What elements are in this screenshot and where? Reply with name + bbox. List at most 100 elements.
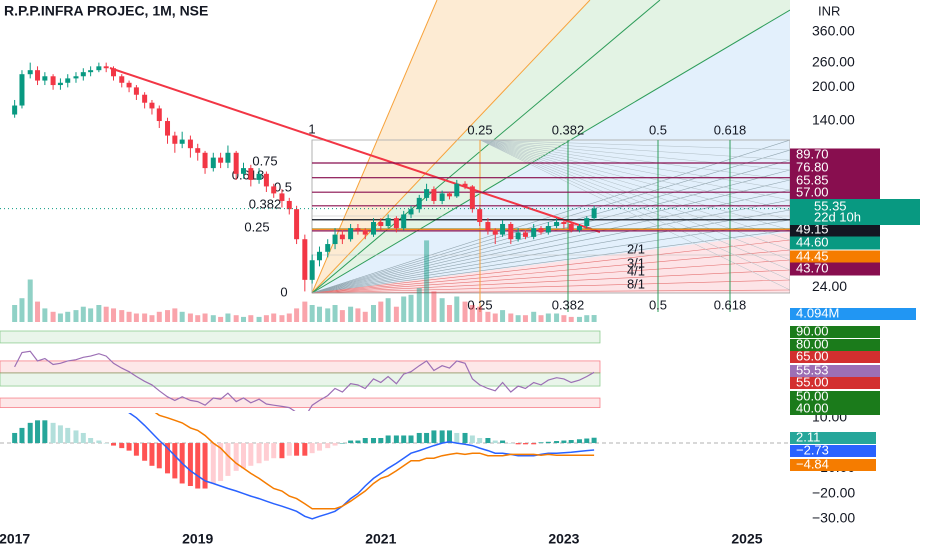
volume-bar [500,310,506,322]
volume-bar [233,315,239,322]
macd-histogram-bar [286,443,292,456]
currency: INR [818,3,840,18]
candle-body [202,152,208,169]
volume-bar [584,315,590,322]
volume-bar [279,315,285,322]
volume-bar [27,279,33,322]
candle-body [584,218,590,227]
volume-bar [378,301,384,322]
fan-line [479,139,790,181]
volume-bar [218,316,224,322]
volume-bar [302,301,308,322]
fan-line [311,209,790,294]
fan-line [479,139,790,211]
volume-bar [522,315,528,322]
x-tick-label: 2023 [548,531,579,547]
volume-bar [286,313,292,322]
fan-line [311,179,790,294]
fan-label: 2/1 [627,241,645,256]
macd-histogram-bar [248,443,254,466]
price-tag-label: 76.80 [796,159,829,174]
macd-histogram-bar [355,440,361,444]
fan-label: 0.5 [649,122,667,137]
fan-line [311,229,790,294]
candle-body [172,135,178,144]
volume-bar [591,315,597,322]
fan-label: 0.618 [714,122,747,137]
volume-bar [355,308,361,322]
macd-histogram-bar [462,432,468,444]
volume-bar [248,315,254,322]
candle-body [19,74,25,106]
macd-histogram-bar [73,430,79,444]
volume-bar [126,311,132,322]
volume-bar [50,311,56,322]
fan-line [311,0,661,294]
candle-body [35,70,41,81]
candle-body [408,209,414,215]
volume-bar [439,298,445,322]
volume-bar [96,305,102,322]
volume-bar [492,313,498,322]
volume-bar [561,315,567,322]
fan-label: 0.5 [649,297,667,312]
price-tag [790,403,880,415]
volume-bar [149,315,155,322]
volume-bar [133,313,139,322]
candle-body [431,189,437,201]
candle-body [416,197,422,210]
fan-fill [312,232,790,293]
volume-bar [416,288,422,322]
macd-histogram-bar [149,443,155,466]
rsi-band [0,397,601,409]
rsi-band [0,360,601,374]
volume-bar [508,313,514,322]
fan-label: 0.618 [232,167,265,182]
volume-bar [19,298,25,322]
volume-bar [80,306,86,322]
fan-line [479,139,790,231]
volume-bar [424,240,430,322]
candle-body [57,82,63,86]
macd-histogram-bar [370,438,376,444]
volume-bar [263,315,269,322]
macd-histogram-bar [88,438,94,444]
candle-body [462,183,468,187]
candle-body [385,218,391,227]
macd-histogram-bar [408,435,414,444]
candle-body [362,230,368,235]
macd-histogram-bar [385,435,391,444]
price-tag [790,391,880,403]
price-tag-label: 44.60 [796,234,829,249]
fan-line [311,0,591,294]
volume-bar [408,294,414,322]
volume-bar [42,308,48,322]
rsi-pane [0,330,601,411]
fan-line [311,239,790,294]
candle-body [210,157,216,169]
macd-histogram-bar [111,443,117,446]
price-tag-label: 80.00 [796,336,829,351]
candle-body [126,82,132,88]
candle-body [446,193,452,197]
volume-bar [485,311,491,322]
macd-histogram-bar [119,443,125,449]
candle-body [500,223,506,235]
candle-body [339,234,345,240]
volume-bar [454,296,460,322]
volume-bar [256,316,262,322]
macd-histogram-bar [401,435,407,444]
candle-body [294,209,300,240]
macd-histogram-bar [12,432,18,444]
volume-bar [348,306,354,322]
macd-histogram-bar [309,443,315,454]
macd-histogram-bar [477,438,483,444]
candle-body [424,189,430,198]
candle-body [576,226,582,231]
candle-body [111,68,117,77]
candle-body [561,222,567,224]
fan-label: 0.618 [714,297,747,312]
fan-line [311,269,790,294]
candle-body [531,228,537,237]
volume-bar [35,301,41,322]
